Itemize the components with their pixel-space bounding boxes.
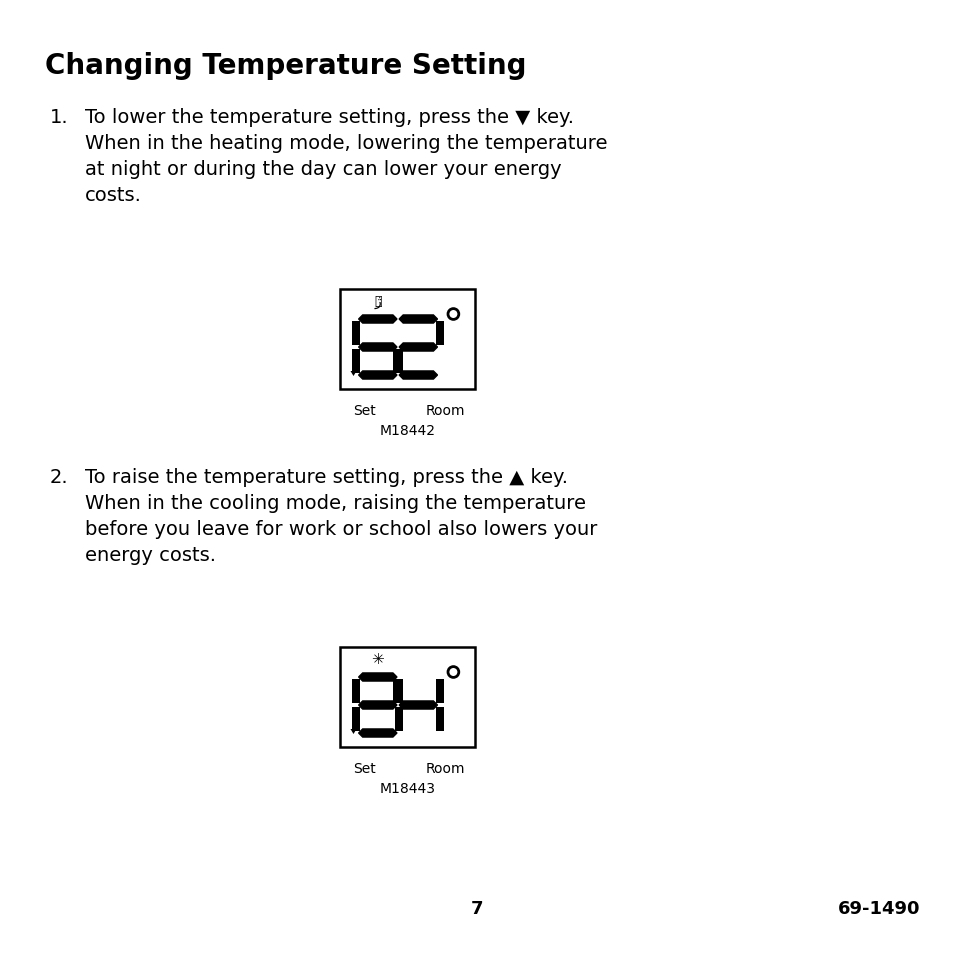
- Polygon shape: [398, 372, 437, 379]
- Text: When in the heating mode, lowering the temperature: When in the heating mode, lowering the t…: [85, 133, 607, 152]
- Polygon shape: [398, 344, 437, 352]
- Text: 🔥: 🔥: [374, 295, 381, 308]
- Text: ✳: ✳: [371, 652, 384, 667]
- Polygon shape: [350, 729, 356, 734]
- FancyBboxPatch shape: [395, 708, 403, 732]
- FancyBboxPatch shape: [393, 679, 400, 703]
- Polygon shape: [358, 729, 396, 738]
- FancyBboxPatch shape: [395, 679, 403, 703]
- Text: 69-1490: 69-1490: [837, 899, 919, 917]
- Text: Room: Room: [425, 403, 464, 417]
- Polygon shape: [358, 344, 396, 352]
- Polygon shape: [358, 701, 396, 709]
- Text: When in the cooling mode, raising the temperature: When in the cooling mode, raising the te…: [85, 494, 585, 513]
- Text: To lower the temperature setting, press the ▼ key.: To lower the temperature setting, press …: [85, 108, 574, 127]
- Text: Set: Set: [353, 403, 375, 417]
- Text: 2.: 2.: [50, 468, 69, 486]
- Polygon shape: [358, 372, 396, 379]
- Bar: [339, 290, 475, 390]
- Text: Room: Room: [425, 761, 464, 775]
- Polygon shape: [398, 701, 437, 709]
- Text: energy costs.: energy costs.: [85, 545, 215, 564]
- FancyBboxPatch shape: [352, 322, 360, 346]
- Text: Set: Set: [353, 761, 375, 775]
- Text: 1.: 1.: [50, 108, 69, 127]
- FancyBboxPatch shape: [436, 322, 443, 346]
- Text: To raise the temperature setting, press the ▲ key.: To raise the temperature setting, press …: [85, 468, 567, 486]
- Text: costs.: costs.: [85, 186, 142, 205]
- FancyBboxPatch shape: [352, 350, 360, 374]
- Text: before you leave for work or school also lowers your: before you leave for work or school also…: [85, 519, 597, 538]
- Polygon shape: [358, 315, 396, 324]
- FancyBboxPatch shape: [395, 350, 403, 374]
- Bar: [339, 647, 475, 747]
- Polygon shape: [350, 372, 356, 376]
- FancyBboxPatch shape: [436, 708, 443, 732]
- Text: 7: 7: [470, 899, 483, 917]
- Text: ﮊ: ﮊ: [374, 294, 381, 309]
- Text: M18443: M18443: [379, 781, 435, 795]
- FancyBboxPatch shape: [436, 679, 443, 703]
- FancyBboxPatch shape: [393, 350, 400, 374]
- FancyBboxPatch shape: [352, 708, 360, 732]
- Polygon shape: [358, 673, 396, 681]
- Text: Changing Temperature Setting: Changing Temperature Setting: [45, 52, 526, 80]
- FancyBboxPatch shape: [352, 679, 360, 703]
- Text: M18442: M18442: [379, 423, 435, 437]
- Text: at night or during the day can lower your energy: at night or during the day can lower you…: [85, 160, 561, 179]
- Polygon shape: [398, 315, 437, 324]
